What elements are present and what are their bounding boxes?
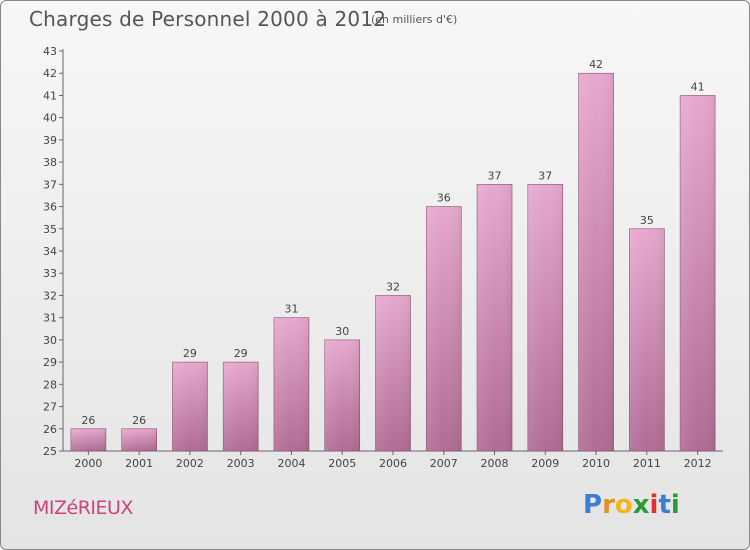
y-tick-label: 42: [43, 67, 57, 80]
y-tick-label: 34: [43, 245, 57, 258]
x-tick-label: 2011: [633, 457, 661, 470]
y-tick-label: 27: [43, 401, 57, 414]
x-tick-label: 2010: [582, 457, 610, 470]
data-label: 36: [437, 192, 451, 205]
data-label: 29: [234, 347, 248, 360]
logo-letter: o: [614, 490, 633, 520]
data-label: 37: [538, 169, 552, 182]
x-tick-label: 2005: [328, 457, 356, 470]
x-tick-label: 2006: [379, 457, 407, 470]
bar-shine-2001: [121, 428, 157, 451]
x-tick-label: 2001: [125, 457, 153, 470]
x-tick-label: 2002: [176, 457, 204, 470]
data-label: 37: [488, 169, 502, 182]
y-tick-label: 30: [43, 334, 57, 347]
y-tick-label: 39: [43, 134, 57, 147]
bar-shine-2010: [578, 73, 614, 451]
x-tick-label: 2004: [277, 457, 305, 470]
y-tick-label: 26: [43, 423, 57, 436]
bar-shine-2009: [527, 184, 563, 452]
bar-shine-2005: [324, 339, 360, 451]
y-tick-label: 38: [43, 156, 57, 169]
y-tick-label: 40: [43, 112, 57, 125]
logo-letter: P: [583, 490, 603, 520]
data-label: 26: [81, 414, 95, 427]
y-tick-label: 36: [43, 201, 57, 214]
y-tick-label: 37: [43, 178, 57, 191]
logo-letter: i: [649, 490, 659, 520]
data-label: 42: [589, 58, 603, 71]
bar-shine-2012: [680, 95, 716, 451]
chart-subtitle: (en milliers d'€): [371, 13, 458, 26]
bar-shine-2000: [70, 428, 106, 451]
data-label: 41: [691, 80, 705, 93]
bar-shine-2003: [223, 362, 259, 451]
y-tick-label: 28: [43, 378, 57, 391]
logo-letter: x: [632, 490, 650, 520]
x-tick-label: 2008: [481, 457, 509, 470]
bar-shine-2002: [172, 362, 208, 451]
x-tick-label: 2003: [227, 457, 255, 470]
bar-shine-2011: [629, 228, 665, 451]
bar-shine-2007: [426, 206, 462, 451]
y-tick-label: 25: [43, 445, 57, 458]
y-tick-label: 35: [43, 223, 57, 236]
x-tick-label: 2000: [74, 457, 102, 470]
y-tick-label: 33: [43, 267, 57, 280]
proxiti-logo: Proxiti: [583, 490, 680, 520]
data-label: 31: [284, 303, 298, 316]
logo-letter: t: [658, 490, 671, 520]
data-label: 26: [132, 414, 146, 427]
bar-shine-2004: [273, 317, 309, 451]
x-tick-label: 2009: [531, 457, 559, 470]
data-label: 35: [640, 214, 654, 227]
logo-letter: i: [670, 490, 680, 520]
data-label: 29: [183, 347, 197, 360]
x-tick-label: 2012: [684, 457, 712, 470]
y-tick-label: 41: [43, 89, 57, 102]
bar-shine-2006: [375, 295, 411, 451]
y-tick-label: 43: [43, 45, 57, 58]
y-tick-label: 32: [43, 289, 57, 302]
y-tick-label: 29: [43, 356, 57, 369]
data-label: 32: [386, 280, 400, 293]
commune-name: MIZéRIEUX: [33, 497, 133, 519]
chart-title: Charges de Personnel 2000 à 2012: [29, 7, 387, 31]
logo-letter: r: [602, 490, 615, 520]
y-tick-label: 31: [43, 312, 57, 325]
bar-shine-2008: [477, 184, 513, 452]
x-tick-label: 2007: [430, 457, 458, 470]
data-label: 30: [335, 325, 349, 338]
